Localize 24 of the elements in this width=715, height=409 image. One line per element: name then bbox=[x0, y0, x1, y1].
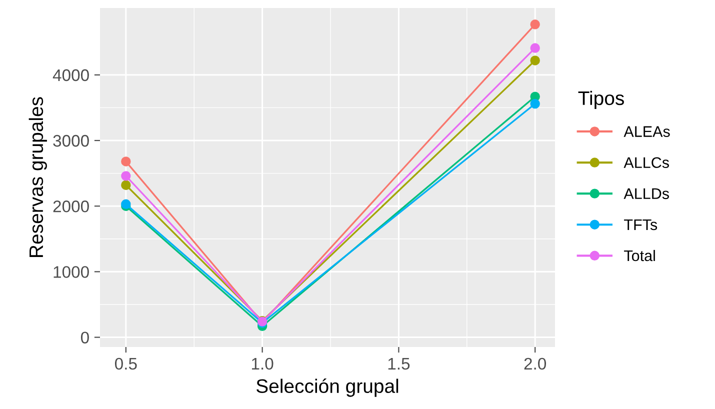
point bbox=[530, 20, 540, 30]
x-axis-title: Selección grupal bbox=[256, 378, 398, 397]
legend-label: ALEAs bbox=[624, 126, 670, 137]
point bbox=[530, 43, 540, 53]
x-tick-label: 1.0 bbox=[252, 358, 274, 370]
y-tick-label: 1000 bbox=[54, 266, 89, 278]
point bbox=[121, 180, 131, 190]
point bbox=[121, 171, 131, 181]
legend-label: ALLDs bbox=[624, 188, 669, 200]
x-tick-label: 1.5 bbox=[388, 358, 410, 370]
legend-label: TFTs bbox=[624, 219, 658, 230]
y-tick-label: 4000 bbox=[52, 69, 89, 82]
y-tick-label: 2000 bbox=[53, 200, 89, 212]
legend-label: Total bbox=[624, 250, 655, 262]
y-tick-label: 0 bbox=[80, 332, 89, 344]
legend-title: Tipos bbox=[578, 90, 624, 109]
point bbox=[121, 156, 131, 166]
y-axis-title: Reservas grupales bbox=[28, 97, 47, 257]
point bbox=[530, 56, 540, 66]
y-tick-label: 3000 bbox=[53, 134, 89, 147]
point bbox=[530, 98, 540, 109]
x-tick-label: 0.5 bbox=[114, 358, 137, 370]
x-tick-label: 2.0 bbox=[524, 358, 546, 370]
legend-label: ALLCs bbox=[624, 157, 669, 168]
